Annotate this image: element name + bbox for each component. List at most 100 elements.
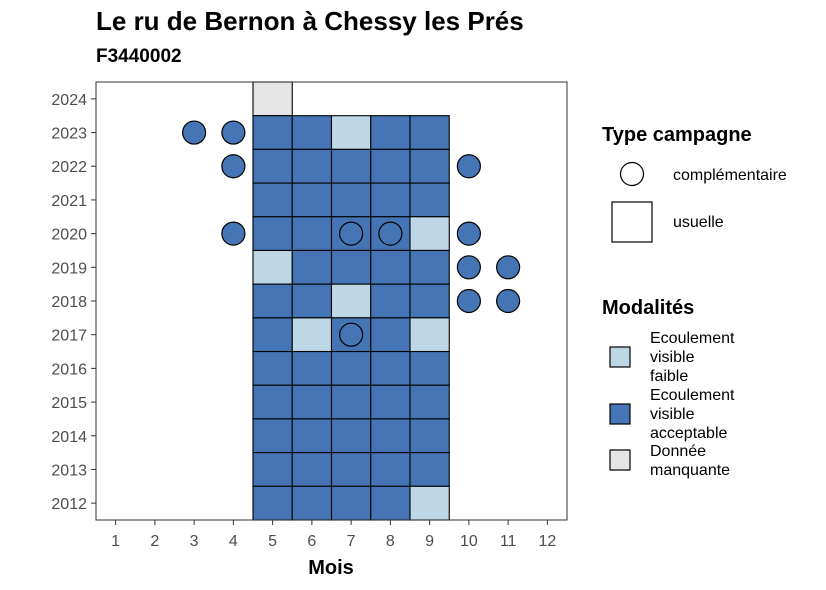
x-tick-label-9: 9 bbox=[425, 533, 434, 550]
tile-2016-5 bbox=[252, 350, 293, 386]
chart-title: Le ru de Bernon à Chessy les Prés bbox=[96, 6, 524, 36]
tile-2018-8 bbox=[370, 283, 411, 319]
tile-2021-9 bbox=[409, 182, 450, 218]
tile-2016-6 bbox=[291, 350, 333, 386]
tile-2017-6 bbox=[291, 317, 333, 353]
tile-2015-9 bbox=[409, 384, 450, 420]
tile-2013-8 bbox=[370, 452, 411, 487]
legend-modalite-label-1: Ecoulement visible acceptable bbox=[650, 387, 735, 442]
x-tick-label-4: 4 bbox=[229, 533, 238, 550]
x-axis: 1 2 3 4 5 6 7 8 9 10 11 12 bbox=[111, 520, 556, 550]
y-tick-label-2024: 2024 bbox=[51, 92, 87, 109]
legend-modalite-label-2: Donnée manquante bbox=[650, 443, 730, 479]
x-axis-label: Mois bbox=[308, 557, 354, 579]
tile-2014-7 bbox=[330, 418, 372, 454]
tile-2016-7 bbox=[330, 350, 372, 386]
y-tick-label-2016: 2016 bbox=[51, 361, 87, 378]
tile-2022-7 bbox=[330, 148, 372, 184]
y-tick-label-2021: 2021 bbox=[51, 193, 87, 210]
tile-2014-9 bbox=[409, 418, 450, 454]
tile-2019-5 bbox=[252, 249, 293, 285]
tile-2020-5 bbox=[252, 216, 293, 252]
tile-2013-7 bbox=[330, 452, 372, 487]
y-tick-label-2014: 2014 bbox=[51, 429, 87, 446]
tile-2021-7 bbox=[330, 182, 372, 218]
point-2020-4 bbox=[221, 221, 246, 246]
point-2018-10 bbox=[456, 288, 481, 314]
tile-2017-8 bbox=[370, 317, 411, 353]
tile-2013-6 bbox=[291, 452, 333, 487]
tile-2022-9 bbox=[409, 148, 450, 184]
tile-2014-5 bbox=[252, 418, 293, 454]
legend-swatch-1 bbox=[609, 403, 631, 425]
point-2020-7 bbox=[339, 221, 364, 246]
point-2023-4 bbox=[221, 120, 246, 145]
legend-modalite-label-0: Ecoulement visible faible bbox=[650, 330, 735, 385]
y-tick-label-2017: 2017 bbox=[51, 328, 87, 345]
tile-2023-9 bbox=[409, 115, 450, 150]
tile-2022-6 bbox=[291, 148, 333, 184]
tile-2014-8 bbox=[370, 418, 411, 454]
tile-2015-6 bbox=[291, 384, 333, 420]
tile-2017-9 bbox=[409, 317, 450, 353]
y-tick-label-2013: 2013 bbox=[51, 462, 87, 479]
tile-2020-6 bbox=[291, 216, 333, 252]
legend-square-symbol bbox=[611, 201, 653, 243]
y-tick-label-2019: 2019 bbox=[51, 260, 87, 277]
tile-2014-6 bbox=[291, 418, 333, 454]
point-2018-11 bbox=[496, 288, 521, 314]
y-axis: 2012 2013 2014 2015 2016 2017 2018 2019 2020 2021… bbox=[51, 92, 96, 513]
tile-2019-6 bbox=[291, 249, 333, 285]
tile-2024-5 bbox=[252, 81, 293, 117]
tile-2013-5 bbox=[252, 452, 293, 487]
x-tick-label-1: 1 bbox=[111, 533, 120, 550]
y-tick-label-2020: 2020 bbox=[51, 227, 87, 244]
x-tick-label-7: 7 bbox=[347, 533, 356, 550]
tile-2012-8 bbox=[370, 485, 411, 521]
point-2017-7 bbox=[339, 322, 364, 347]
x-tick-label-6: 6 bbox=[307, 533, 316, 550]
tile-2022-8 bbox=[370, 148, 411, 184]
chart-subtitle: F3440002 bbox=[96, 46, 182, 67]
tile-2016-9 bbox=[409, 350, 450, 386]
legend-circle-symbol bbox=[619, 161, 645, 187]
tile-2015-5 bbox=[252, 384, 293, 420]
legend-swatch-0 bbox=[609, 346, 631, 368]
x-tick-label-8: 8 bbox=[386, 533, 395, 550]
tile-2019-7 bbox=[330, 249, 372, 285]
point-2019-11 bbox=[496, 255, 521, 280]
circle-layer bbox=[182, 120, 521, 347]
point-2022-4 bbox=[221, 154, 246, 179]
x-tick-label-5: 5 bbox=[268, 533, 277, 550]
tile-2021-5 bbox=[252, 182, 293, 218]
point-2022-10 bbox=[456, 154, 481, 179]
tile-2022-5 bbox=[252, 148, 293, 184]
x-tick-label-10: 10 bbox=[460, 533, 478, 550]
x-tick-label-3: 3 bbox=[190, 533, 199, 550]
y-tick-label-2023: 2023 bbox=[51, 126, 87, 143]
tile-2021-6 bbox=[291, 182, 333, 218]
x-tick-label-2: 2 bbox=[150, 533, 159, 550]
tile-2016-8 bbox=[370, 350, 411, 386]
legend: Type campagne complémentaire usuelle Mod… bbox=[602, 124, 787, 479]
tile-2023-7 bbox=[330, 115, 372, 150]
point-2020-10 bbox=[456, 221, 481, 246]
y-tick-label-2022: 2022 bbox=[51, 159, 87, 176]
tile-2020-9 bbox=[409, 216, 450, 252]
tile-2023-5 bbox=[252, 115, 293, 150]
tile-2018-5 bbox=[252, 283, 293, 319]
legend-complementaire-label: complémentaire bbox=[673, 167, 787, 184]
tile-2017-5 bbox=[252, 317, 293, 353]
tile-2012-5 bbox=[252, 485, 293, 521]
tile-2012-9 bbox=[409, 485, 450, 521]
tile-layer bbox=[252, 81, 450, 521]
tile-2019-8 bbox=[370, 249, 411, 285]
legend-modalites-title: Modalités bbox=[602, 297, 694, 319]
x-tick-label-12: 12 bbox=[538, 533, 556, 550]
y-tick-label-2018: 2018 bbox=[51, 294, 87, 311]
tile-2023-6 bbox=[291, 115, 333, 150]
tile-2018-6 bbox=[291, 283, 333, 319]
tile-2023-8 bbox=[370, 115, 411, 150]
